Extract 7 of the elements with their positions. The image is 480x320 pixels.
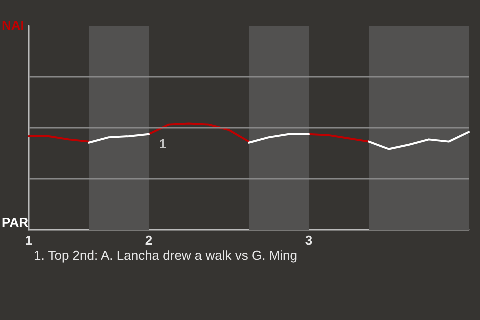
annotation: 1 — [159, 136, 167, 152]
x-tick-label: 3 — [305, 233, 313, 248]
x-tick-label: 2 — [145, 233, 153, 248]
text: 1. Top 2nd: A. Lancha drew a walk vs G. Ming — [34, 248, 298, 263]
text: PAR — [2, 215, 30, 230]
x-tick-label: 1 — [25, 233, 33, 248]
text: NAI — [2, 18, 24, 33]
